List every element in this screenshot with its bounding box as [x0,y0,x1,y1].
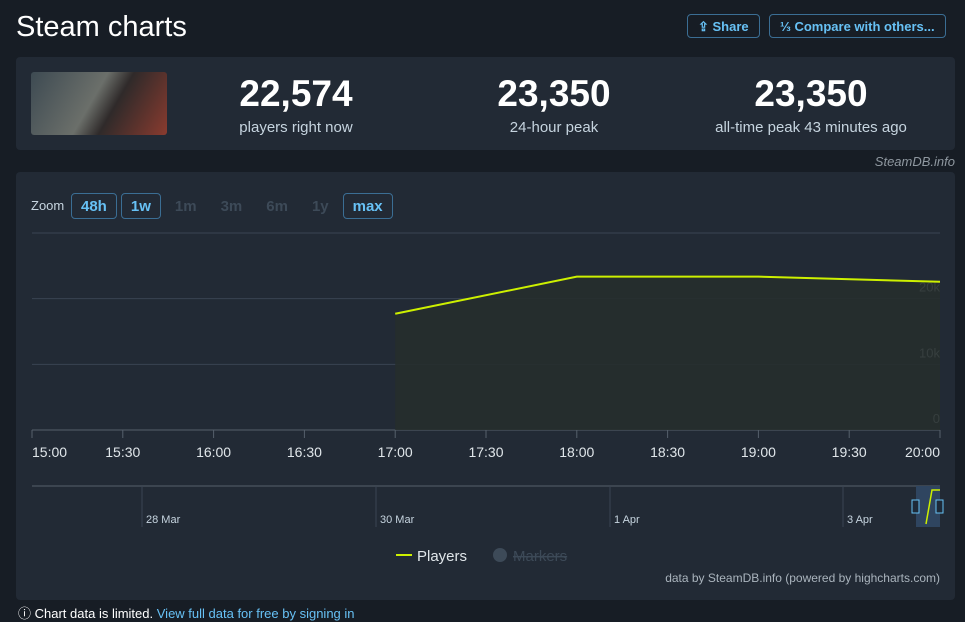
x-tick-label: 17:30 [468,444,503,460]
zoom-button: 3m [220,198,243,215]
zoom-button: 6m [266,198,288,215]
stats-panel: 22,574 players right now 23,350 24-hour pe… [16,57,955,150]
game-image [31,72,167,135]
x-tick-label: 16:30 [287,444,322,460]
zoom-button[interactable]: 1w [120,193,161,219]
zoom-button: 1y [311,198,329,215]
x-tick-label: 20:00 [905,444,940,460]
x-tick-label: 18:00 [559,444,594,460]
x-tick-label: 16:00 [196,444,231,460]
share-button[interactable]: ⇪ Share [687,14,760,38]
zoom-button[interactable]: max [342,193,393,219]
navigator-line [925,489,940,525]
signin-link[interactable]: View full data for free by signing in [156,606,355,621]
stat-value: 23,350 [497,73,611,114]
compare-button[interactable]: ⅓ Compare with others... [769,14,946,38]
area [395,276,940,430]
page-title: Steam charts [16,11,187,43]
note-text: Chart data is limited. [34,606,154,621]
navigator-label: 28 Mar [146,514,181,526]
zoom-button[interactable]: 48h [71,193,117,219]
x-tick-label: 15:30 [105,444,140,460]
legend-label[interactable]: Players [417,548,467,565]
legend-label: Markers [513,548,567,565]
watermark: SteamDB.info [874,154,955,169]
x-tick-label: 19:30 [832,444,867,460]
x-tick-label: 18:30 [650,444,685,460]
navigator-bg [32,486,940,527]
navigator-label: 3 Apr [847,514,873,526]
stat: 22,574 players right now [176,73,416,136]
stat-value: 23,350 [754,73,868,114]
share-text: Share [712,19,749,34]
navigator-label: 30 Mar [380,514,415,526]
navigator-label: 1 Apr [614,514,640,526]
legend-symbol [493,548,507,562]
navigator-handle [911,499,920,514]
compare-text: Compare with others... [794,19,935,34]
zoom-label: Zoom [31,198,65,213]
stat-value: 22,574 [239,73,353,114]
stat: 23,350 24-hour peak [434,73,674,136]
stat-label: 24-hour peak [509,119,599,136]
zoom-group: 48h 1w 1m 3m 6m 1y max [71,193,393,219]
stat-label: all-time peak 43 minutes ago [715,119,907,136]
stat: 23,350 all-time peak 43 minutes ago [671,73,951,136]
stat-label: players right now [239,119,353,136]
x-tick-label: 19:00 [741,444,776,460]
navigator-handle [935,499,944,514]
x-tick-label: 15:00 [32,444,67,460]
x-tick-label: 17:00 [378,444,413,460]
zoom-button: 1m [174,198,197,215]
line [394,275,941,315]
credits: data by SteamDB.info (powered by highcha… [665,571,940,585]
